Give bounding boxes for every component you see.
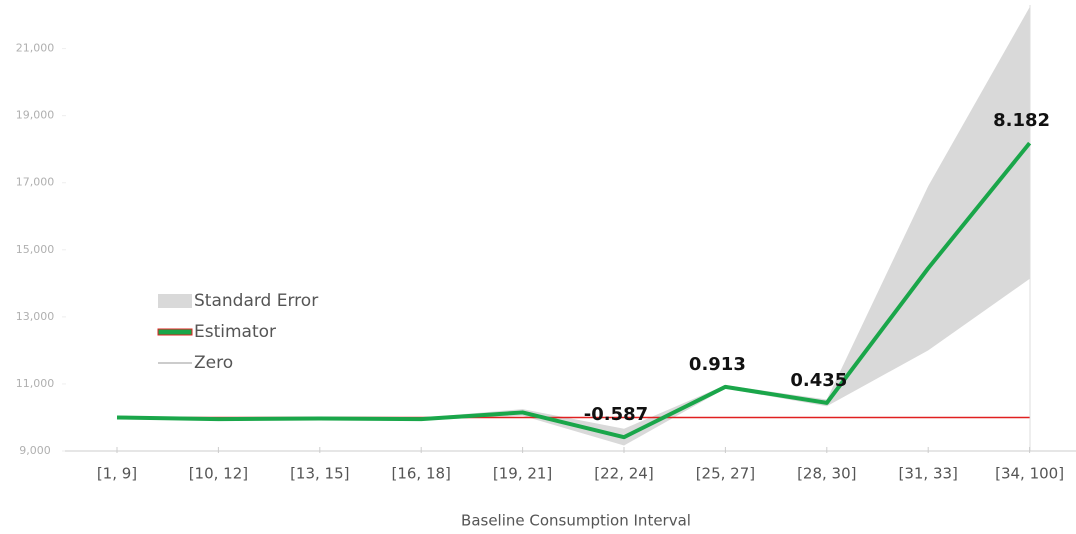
error-band (117, 7, 1030, 446)
legend-label: Zero (194, 353, 233, 373)
y-tick-label: 17,000 (16, 176, 55, 189)
legend-swatch (158, 294, 192, 308)
data-label: 0.913 (689, 354, 746, 375)
y-tick-label: 15,000 (16, 243, 55, 256)
data-label: 0.435 (790, 370, 847, 391)
x-tick-label: [22, 24] (594, 465, 653, 483)
x-tick-label: [10, 12] (189, 465, 248, 483)
legend-swatch (157, 328, 193, 336)
x-tick-label: [16, 18] (391, 465, 450, 483)
x-axis-title: Baseline Consumption Interval (461, 512, 691, 530)
legend-label: Estimator (194, 322, 276, 342)
x-tick-label: [34, 100] (995, 465, 1064, 483)
x-tick-label: [25, 27] (696, 465, 755, 483)
y-tick-label: 11,000 (16, 377, 55, 390)
x-tick-label: [1, 9] (97, 465, 137, 483)
estimator-line (116, 141, 1032, 440)
legend-label: Standard Error (194, 291, 318, 311)
x-tick-label: [19, 21] (493, 465, 552, 483)
x-tick-label: [13, 15] (290, 465, 349, 483)
x-tick-label: [31, 33] (898, 465, 957, 483)
y-tick-label: 21,000 (16, 42, 55, 55)
y-tick-label: 9,000 (19, 444, 51, 457)
data-label: -0.587 (584, 404, 648, 425)
data-label: 8.182 (993, 110, 1050, 131)
y-tick-label: 19,000 (16, 109, 55, 122)
x-tick-label: [28, 30] (797, 465, 856, 483)
y-tick-label: 13,000 (16, 310, 55, 323)
